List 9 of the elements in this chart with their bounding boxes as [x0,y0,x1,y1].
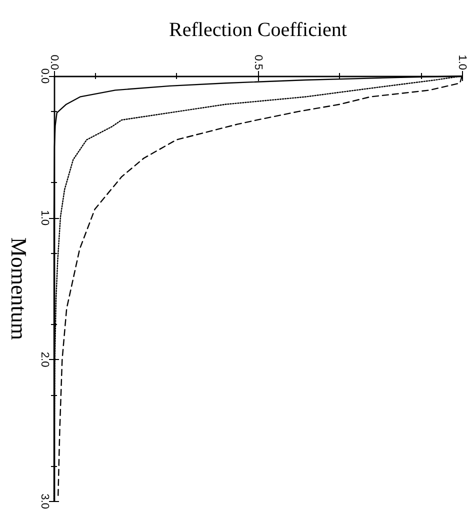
x-tick-label: 0.0 [48,54,60,70]
y-axis-title: Momentum [6,237,32,340]
x-axis-title: Reflection Coefficient [169,19,348,41]
y-tick-label: 2.0 [38,352,50,368]
y-tick-label: 0.0 [38,68,50,84]
x-tick-label: 0.5 [252,54,264,70]
y-tick-label: 1.0 [38,210,50,226]
x-tick-label: 1.0 [456,54,468,70]
y-tick-label: 3.0 [38,494,50,510]
